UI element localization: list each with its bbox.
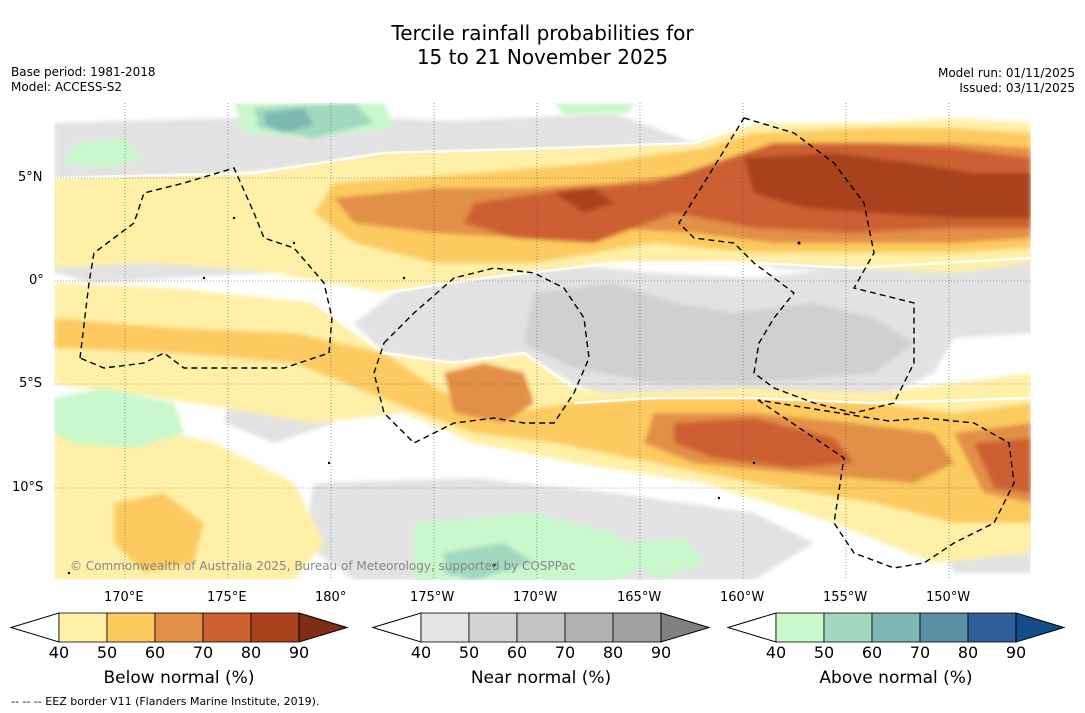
colorbar-tick-label: 90 xyxy=(288,643,310,662)
colorbar-tick-label: 80 xyxy=(602,643,624,662)
islands xyxy=(67,216,801,575)
lon-label-170e: 170°E xyxy=(104,590,144,605)
colorbar-tick-label: 90 xyxy=(650,643,672,662)
lat-label-10s: 10°S xyxy=(12,480,44,495)
graticule xyxy=(54,103,1031,580)
lat-label-5s: 5°S xyxy=(19,376,43,391)
colorbar-tick-label: 50 xyxy=(458,643,480,662)
colorbar-tick-label: 60 xyxy=(144,643,166,662)
colorbar-tick-label: 40 xyxy=(765,643,787,662)
colorbar-tick-label: 80 xyxy=(240,643,262,662)
copyright-notice: © Commonwealth of Australia 2025, Bureau… xyxy=(70,559,576,573)
colorbar-segment xyxy=(58,612,108,643)
eez-borders xyxy=(79,117,1015,569)
colorbar-segment xyxy=(420,612,470,643)
near-normal-label: Near normal (%) xyxy=(470,668,612,688)
colorbar-segment xyxy=(871,612,921,643)
colorbar-tick-label: 50 xyxy=(96,643,118,662)
lon-label-175w: 175°W xyxy=(410,590,455,605)
lon-label-180: 180° xyxy=(315,590,347,605)
colorbar-segment xyxy=(612,612,662,643)
title-line-1: Tercile rainfall probabilities for xyxy=(391,21,694,45)
base-period: Base period: 1981-2018 xyxy=(11,65,156,79)
issued-date: Issued: 03/11/2025 xyxy=(959,81,1075,95)
legend-colorbars xyxy=(9,612,1066,643)
lon-label-175e: 175°E xyxy=(207,590,247,605)
colorbar-segment xyxy=(919,612,969,643)
lon-label-150w: 150°W xyxy=(926,590,971,605)
colorbar-tick-label: 60 xyxy=(861,643,883,662)
map-title: Tercile rainfall probabilities for 15 to… xyxy=(0,21,1085,69)
colorbar-tick-label: 70 xyxy=(192,643,214,662)
model-run: Model run: 01/11/2025 xyxy=(937,66,1075,80)
colorbar-tick-label: 80 xyxy=(957,643,979,662)
lon-label-155w: 155°W xyxy=(823,590,868,605)
colorbar-segment xyxy=(154,612,204,643)
colorbar-tick-label: 70 xyxy=(554,643,576,662)
colorbar-segment xyxy=(516,612,566,643)
colorbar-tick-label: 60 xyxy=(506,643,528,662)
model-name: Model: ACCESS-S2 xyxy=(11,80,123,94)
colorbar-tick-label: 40 xyxy=(48,643,70,662)
colorbar-right-extension xyxy=(298,612,349,643)
colorbar-segment xyxy=(564,612,614,643)
contour-edges xyxy=(54,121,1031,405)
above-normal-colorbar xyxy=(726,612,1066,643)
colorbar-segment xyxy=(106,612,156,643)
lon-label-165w: 165°W xyxy=(617,590,662,605)
colorbar-segment xyxy=(250,612,300,643)
colorbar-left-extension xyxy=(9,612,60,643)
lon-label-160w: 160°W xyxy=(720,590,765,605)
colorbar-segment xyxy=(967,612,1017,643)
near-normal-colorbar xyxy=(371,612,711,643)
colorbar-segment xyxy=(823,612,873,643)
colorbar-tick-label: 70 xyxy=(909,643,931,662)
colorbar-left-extension xyxy=(371,612,422,643)
colorbar-segment xyxy=(202,612,252,643)
lat-label-5n: 5°N xyxy=(18,170,43,185)
title-line-2: 15 to 21 November 2025 xyxy=(416,45,669,69)
colorbar-left-extension xyxy=(726,612,777,643)
colorbar-tick-label: 40 xyxy=(410,643,432,662)
colorbar-tick-label: 50 xyxy=(813,643,835,662)
lat-label-0: 0° xyxy=(29,273,44,288)
run-info: Model run: 01/11/2025 Issued: 03/11/2025 xyxy=(938,66,1075,96)
colorbar-right-extension xyxy=(660,612,711,643)
colorbar-tick-label: 90 xyxy=(1005,643,1027,662)
colorbar-right-extension xyxy=(1015,612,1066,643)
colorbar-segment xyxy=(468,612,518,643)
model-info: Base period: 1981-2018 Model: ACCESS-S2 xyxy=(11,65,156,95)
rainfall-map xyxy=(54,103,1031,580)
lon-label-170w: 170°W xyxy=(513,590,558,605)
eez-footnote: -- -- -- EEZ border V11 (Flanders Marine… xyxy=(11,695,320,708)
above-normal-label: Above normal (%) xyxy=(819,668,973,688)
colorbar-segment xyxy=(775,612,825,643)
below-normal-colorbar xyxy=(9,612,349,643)
above-normal-regions xyxy=(54,103,704,580)
below-normal-label: Below normal (%) xyxy=(103,668,255,688)
